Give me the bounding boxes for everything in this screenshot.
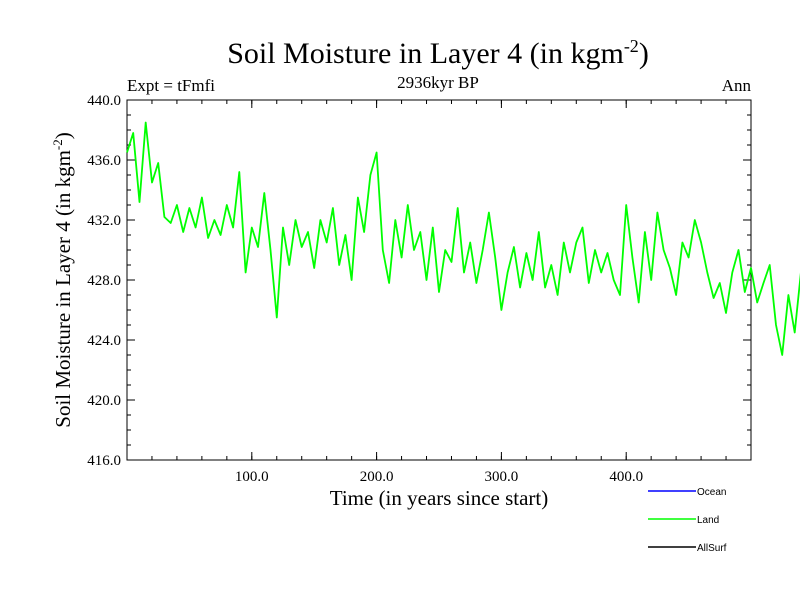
chart-title: Soil Moisture in Layer 4 (in kgm-2) — [227, 36, 649, 70]
season-label: Ann — [722, 76, 752, 95]
y-tick-label: 428.0 — [87, 273, 121, 289]
y-tick-labels: 416.0 420.0 424.0 428.0 432.0 436.0 440.0 — [87, 93, 121, 469]
legend: Ocean Land AllSurf — [648, 487, 727, 554]
x-tick-label: 200.0 — [360, 469, 394, 485]
x-tick-label: 300.0 — [485, 469, 519, 485]
axis-ticks — [127, 99, 751, 461]
y-tick-label: 436.0 — [87, 153, 121, 169]
series-line-land — [126, 121, 800, 356]
series-group — [126, 121, 800, 356]
y-tick-label: 416.0 — [87, 453, 121, 469]
expt-label: Expt = tFmfi — [127, 76, 215, 95]
x-axis-label: Time (in years since start) — [330, 486, 549, 510]
legend-label-land: Land — [697, 515, 719, 526]
period-label: 2936kyr BP — [397, 73, 479, 92]
x-tick-labels: 100.0 200.0 300.0 400.0 — [235, 469, 643, 485]
y-tick-label: 432.0 — [87, 213, 121, 229]
y-tick-label: 440.0 — [87, 93, 121, 109]
legend-label-ocean: Ocean — [697, 487, 726, 498]
x-tick-label: 100.0 — [235, 469, 269, 485]
plot-frame — [126, 99, 752, 461]
legend-label-allsurf: AllSurf — [697, 543, 727, 554]
y-tick-label: 424.0 — [87, 333, 121, 349]
y-axis-label: Soil Moisture in Layer 4 (in kgm-2) — [50, 132, 75, 427]
y-tick-label: 420.0 — [87, 393, 121, 409]
x-tick-label: 400.0 — [609, 469, 643, 485]
plot-area: 100.0 200.0 300.0 400.0 416.0 420.0 424.0 428.… — [87, 93, 800, 485]
